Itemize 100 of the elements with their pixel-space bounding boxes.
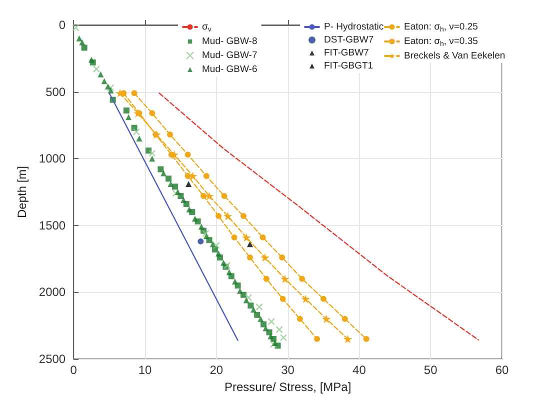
point (92, 65, 100, 73)
point (301, 294, 310, 304)
point (280, 274, 290, 284)
point (136, 136, 142, 142)
legend-label: P- Hydrostatic (324, 22, 384, 32)
point (231, 234, 238, 240)
point (172, 190, 180, 197)
point (363, 336, 370, 342)
legend-label: DST-GBW7 (324, 34, 374, 46)
point (236, 288, 243, 294)
point (212, 242, 220, 250)
point (72, 24, 80, 32)
line-series (158, 92, 480, 340)
point (186, 206, 192, 212)
point (79, 39, 86, 46)
x-tick-label: 20 (210, 363, 224, 377)
point (279, 254, 286, 260)
point (342, 316, 348, 322)
point (174, 189, 181, 195)
point (258, 316, 264, 322)
y-tick-label: 2000 (38, 285, 66, 300)
point (254, 312, 260, 318)
point (260, 234, 266, 240)
point (184, 152, 191, 158)
point (243, 297, 250, 304)
point (232, 278, 238, 285)
point (148, 150, 156, 157)
y-tick-label: 500 (46, 84, 66, 99)
point (246, 254, 253, 260)
point (98, 71, 104, 78)
point (203, 233, 210, 240)
point (240, 213, 247, 220)
point (108, 87, 114, 94)
point (104, 83, 111, 90)
point (256, 303, 263, 310)
point (107, 84, 114, 92)
point (343, 334, 352, 344)
point (242, 233, 251, 242)
point (184, 172, 191, 179)
point (262, 325, 269, 332)
point (186, 180, 192, 187)
point (146, 148, 152, 154)
legend-label: Mud- GBW-8 (202, 36, 258, 47)
x-tick-label: 30 (281, 363, 295, 377)
point (123, 108, 130, 114)
point (248, 302, 254, 309)
y-tick-label: 1500 (38, 218, 66, 232)
point (192, 216, 198, 222)
y-axis-title: Depth [m] (15, 166, 29, 218)
point (88, 56, 94, 63)
point (246, 241, 253, 248)
point (149, 156, 156, 162)
point (200, 193, 207, 200)
point (320, 296, 326, 302)
point (268, 333, 274, 340)
y-tick-label: 2500 (38, 352, 66, 366)
point (223, 212, 232, 220)
point (172, 184, 178, 190)
point (322, 314, 331, 324)
point (296, 316, 303, 322)
point (160, 170, 167, 176)
point (158, 166, 164, 172)
point (244, 294, 252, 302)
point (166, 176, 172, 182)
legend-label: FIT-GBW7 (324, 48, 369, 58)
point (131, 90, 138, 96)
point (126, 114, 132, 120)
point (299, 276, 306, 282)
x-tick-label: 50 (424, 363, 438, 377)
x-tick-label: 0 (70, 363, 78, 377)
point (198, 238, 204, 244)
point (220, 260, 227, 266)
point (81, 44, 88, 51)
legend-label: Mud- GBW-7 (202, 50, 258, 61)
point (280, 296, 286, 302)
point (202, 230, 210, 238)
legend-label: Mud- GBW-6 (202, 64, 258, 75)
x-axis-title: Pressure/ Stress, [MPa] (224, 380, 352, 394)
point (149, 110, 156, 116)
point (263, 276, 270, 282)
point (166, 132, 173, 138)
point (221, 193, 228, 200)
point (216, 250, 222, 256)
x-tick-label: 10 (138, 363, 152, 377)
point (314, 336, 320, 342)
point (260, 253, 270, 262)
point (180, 197, 187, 204)
legend-label: FIT-GBGT1 (324, 60, 374, 72)
point (168, 180, 174, 187)
point (210, 241, 216, 248)
point (250, 306, 257, 313)
legend-label: Breckels & Van Eekelen (404, 50, 506, 62)
point (198, 224, 204, 230)
y-tick-label: 1000 (38, 152, 66, 166)
y-tick-label: 0 (58, 18, 66, 32)
point (76, 35, 82, 42)
point (216, 213, 222, 220)
point (226, 269, 232, 276)
point (203, 172, 210, 179)
point (133, 108, 142, 118)
